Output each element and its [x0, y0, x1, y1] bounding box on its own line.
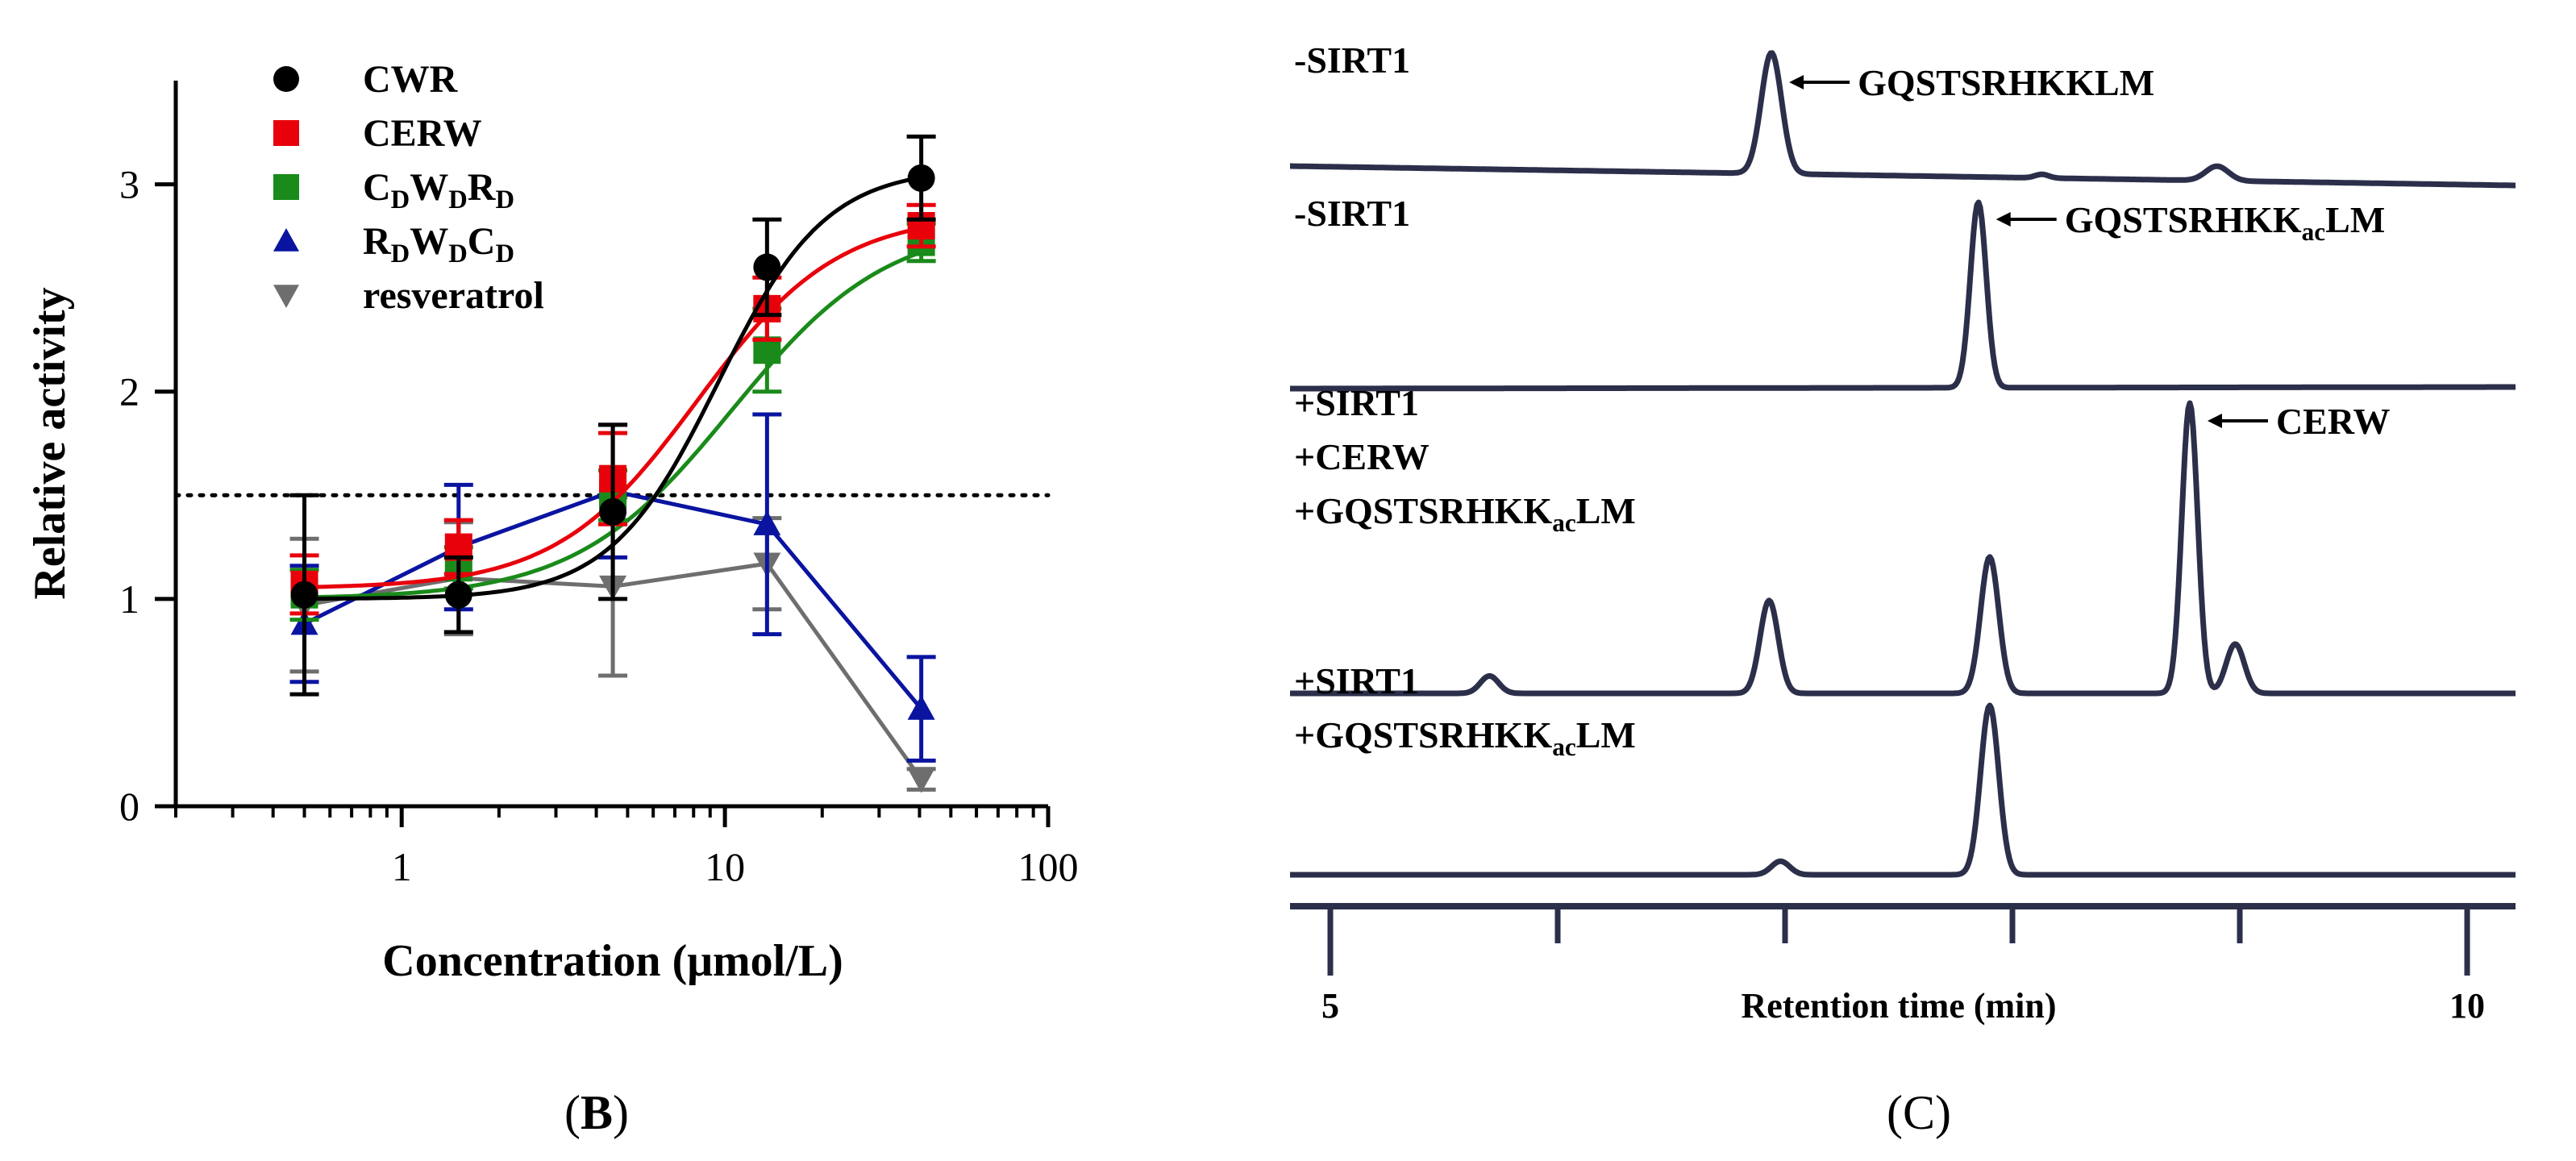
- trace-3: +SIRT1 +CERW +GQSTSRHKKacLM CERW: [1288, 382, 2517, 697]
- trace-condition-label-part: +SIRT1: [1294, 382, 1419, 423]
- peak-annotation-part: ac: [2302, 218, 2326, 246]
- legend-label-CERW-part: CERW: [363, 112, 482, 155]
- y-tick-label: 3: [119, 162, 139, 207]
- trace-condition-label: +SIRT1: [1294, 660, 1419, 701]
- series-CWR: [289, 134, 936, 697]
- x-axis-line: [1290, 903, 2516, 909]
- legend-label-CDWDRD-part: D: [391, 185, 410, 214]
- data-point: [753, 510, 781, 535]
- y-tick-label: 1: [119, 576, 139, 622]
- y-tick-label: 0: [119, 784, 139, 829]
- x-tick-label: 10: [705, 844, 745, 889]
- data-point: [753, 253, 781, 281]
- panel-label-b-part: (: [564, 1086, 581, 1139]
- chromatogram-line: [1288, 199, 2517, 392]
- trace-condition-label-part: +CERW: [1294, 436, 1429, 477]
- peak-annotation: GQSTSRHKKacLM: [2065, 199, 2386, 246]
- peak-annotation-part: GQSTSRHKK: [2065, 199, 2302, 240]
- legend-label-CERW: CERW: [363, 112, 482, 155]
- panel-label-b-part: ): [613, 1086, 629, 1139]
- annotation-arrowhead: [1789, 75, 1804, 89]
- legend-label-CDWDRD-part: R: [468, 166, 497, 209]
- legend-label-CDWDRD-part: C: [363, 166, 391, 209]
- chromatogram-line: [1288, 702, 2517, 878]
- legend-label-RDWDCD-part: D: [495, 239, 514, 268]
- trace-condition-label: +GQSTSRHKKacLM: [1294, 714, 1636, 761]
- legend-marker-resveratrol: [273, 285, 299, 308]
- trace-condition-label-part: +SIRT1: [1294, 660, 1419, 701]
- trace-condition-label-part: +GQSTSRHKK: [1294, 490, 1552, 531]
- trace-condition-label-part: -SIRT1: [1294, 40, 1410, 81]
- trace-condition-label-part: ac: [1552, 733, 1576, 761]
- trace-condition-label-part: LM: [1576, 490, 1636, 531]
- panel-label-c-part: C: [1903, 1086, 1935, 1139]
- x-tick-label: 10: [2449, 986, 2485, 1026]
- chromatogram-line: [1288, 400, 2517, 697]
- trace-condition-label-part: LM: [1576, 714, 1636, 755]
- data-point: [444, 580, 472, 609]
- x-tick-label: 100: [1018, 844, 1079, 889]
- legend-marker-RDWDCD: [273, 228, 299, 252]
- legend-label-CDWDRD-part: D: [495, 185, 514, 214]
- x-axis-title: Retention time (min): [1741, 986, 2056, 1026]
- peak-annotation-part: CERW: [2276, 401, 2391, 442]
- panel-label-b-part: B: [581, 1086, 613, 1139]
- legend-label-RDWDCD-part: W: [410, 220, 448, 263]
- peak-annotation: GQSTSRHKKLM: [1858, 62, 2154, 103]
- legend-label-CWR: CWR: [363, 58, 459, 101]
- chromatogram-line: [1288, 50, 2517, 189]
- legend-label-CWR-part: CWR: [363, 58, 459, 101]
- legend-marker-CDWDRD: [273, 174, 299, 200]
- peak-annotation-part: GQSTSRHKKLM: [1858, 62, 2154, 103]
- trace-condition-label: -SIRT1: [1294, 40, 1410, 81]
- legend-label-resveratrol-part: resveratrol: [363, 274, 544, 317]
- annotation-arrowhead: [1995, 212, 2011, 227]
- data-point: [907, 768, 935, 793]
- annotation-arrowhead: [2207, 414, 2222, 428]
- data-point: [290, 580, 318, 609]
- trace-condition-label: +CERW: [1294, 436, 1429, 477]
- legend-label-resveratrol: resveratrol: [363, 274, 544, 317]
- legend-label-RDWDCD-part: D: [448, 239, 468, 268]
- panel-label-c-part: ): [1935, 1086, 1951, 1139]
- legend-label-RDWDCD: RDWDCD: [363, 220, 514, 268]
- legend-marker-CERW: [273, 120, 299, 146]
- trace-condition-label: -SIRT1: [1294, 193, 1410, 234]
- trace-condition-label-part: ac: [1552, 509, 1576, 537]
- legend-label-CDWDRD: CDWDRD: [363, 166, 514, 214]
- legend-label-RDWDCD-part: D: [391, 239, 410, 268]
- trace-condition-label-part: -SIRT1: [1294, 193, 1410, 234]
- legend-label-RDWDCD-part: R: [363, 220, 392, 263]
- trace-condition-label-part: +GQSTSRHKK: [1294, 714, 1552, 755]
- legend-label-CDWDRD-part: W: [410, 166, 448, 209]
- peak-annotation: CERW: [2276, 401, 2391, 442]
- trace-1: -SIRT1 GQSTSRHKKLM: [1288, 40, 2517, 189]
- data-point: [907, 164, 935, 192]
- peak-annotation-part: LM: [2325, 199, 2385, 240]
- legend-label-CDWDRD-part: D: [448, 185, 468, 214]
- legend-marker-CWR: [273, 66, 299, 92]
- data-point: [599, 497, 627, 526]
- trace-condition-label: +GQSTSRHKKacLM: [1294, 490, 1636, 537]
- panel-b-chart: 0 1 2 3 1 10 100 Relative activity Concentration…: [25, 58, 1079, 1139]
- x-axis-title: Concentration (μmol/L): [382, 936, 843, 986]
- panel-label-c-part: (: [1887, 1086, 1903, 1139]
- data-point: [907, 695, 935, 720]
- y-axis-title: Relative activity: [25, 287, 75, 599]
- legend-label-RDWDCD-part: C: [468, 220, 496, 263]
- y-tick-label: 2: [119, 369, 139, 414]
- trace-4: +SIRT1 +GQSTSRHKKacLM: [1288, 660, 2517, 878]
- trace-2: -SIRT1 GQSTSRHKKacLM: [1288, 193, 2517, 392]
- panel-label-b: (B): [564, 1086, 629, 1139]
- panel-label-c: (C): [1887, 1086, 1951, 1139]
- x-tick-label: 5: [1321, 986, 1339, 1026]
- x-tick-label: 1: [392, 844, 412, 889]
- trace-condition-label: +SIRT1: [1294, 382, 1419, 423]
